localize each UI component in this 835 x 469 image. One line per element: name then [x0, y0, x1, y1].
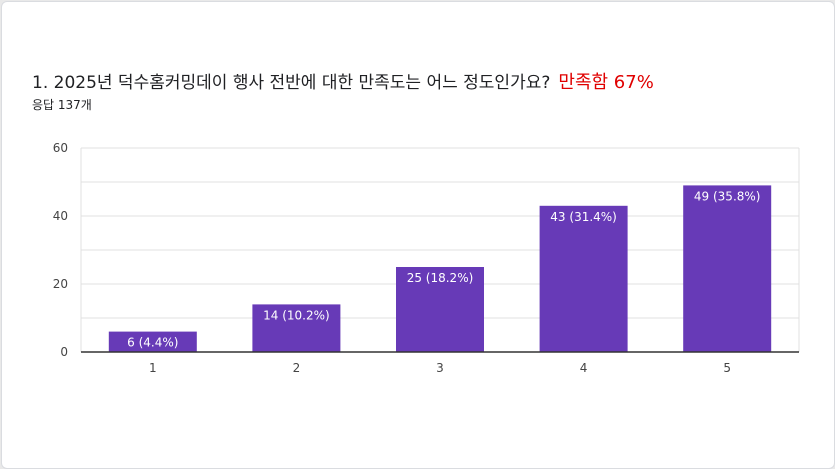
y-tick-label: 20	[53, 277, 68, 291]
y-tick-label: 0	[60, 345, 68, 359]
x-tick-label: 1	[149, 361, 157, 375]
bar-data-label: 49 (35.8%)	[694, 189, 761, 203]
response-count: 응답 137개	[32, 98, 92, 112]
bar-data-label: 25 (18.2%)	[407, 271, 474, 285]
question-text: 1. 2025년 덕수홈커밍데이 행사 전반에 대한 만족도는 어느 정도인가요…	[32, 73, 551, 93]
bar	[252, 304, 341, 352]
x-tick-label: 2	[293, 361, 301, 375]
bar	[539, 205, 628, 352]
x-tick-label: 5	[723, 361, 731, 375]
bar-data-label: 43 (31.4%)	[550, 210, 617, 224]
x-tick-label: 3	[436, 361, 444, 375]
x-tick-label: 4	[580, 361, 588, 375]
question-title: 1. 2025년 덕수홈커밍데이 행사 전반에 대한 만족도는 어느 정도인가요…	[32, 68, 654, 94]
bar-data-label: 14 (10.2%)	[263, 308, 330, 322]
y-tick-label: 60	[53, 141, 68, 155]
y-tick-label: 40	[53, 209, 68, 223]
bar-data-label: 6 (4.4%)	[127, 336, 178, 350]
bar	[396, 267, 484, 352]
satisfaction-highlight: 만족함 67%	[558, 72, 654, 93]
bar	[108, 331, 197, 352]
bar	[683, 185, 772, 352]
